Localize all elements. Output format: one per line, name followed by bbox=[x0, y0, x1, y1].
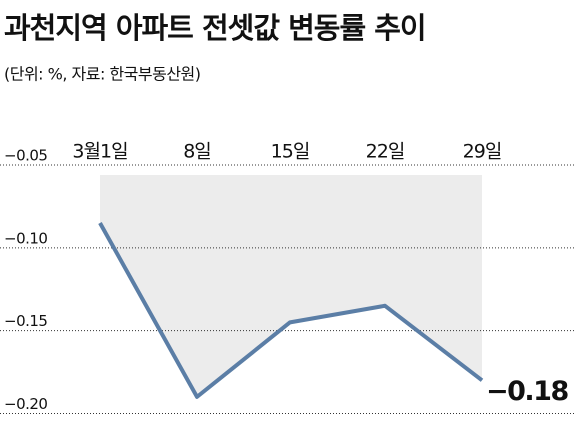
y-tick-label: −0.10 bbox=[4, 229, 47, 247]
x-tick-label: 15일 bbox=[271, 141, 310, 163]
chart-subtitle: (단위: %, 자료: 한국부동산원) bbox=[4, 65, 201, 84]
chart-title: 과천지역 아파트 전셋값 변동률 추이 bbox=[4, 11, 426, 45]
x-tick-label: 3월1일 bbox=[72, 141, 127, 163]
x-tick-label: 29일 bbox=[463, 141, 502, 163]
x-tick-label: 22일 bbox=[366, 141, 405, 163]
y-tick-label: −0.05 bbox=[4, 147, 47, 165]
x-tick-label: 8일 bbox=[183, 141, 211, 163]
area bbox=[100, 175, 482, 397]
y-tick-label: −0.15 bbox=[4, 312, 47, 330]
line bbox=[98, 221, 484, 399]
value-label: −0.18 bbox=[486, 376, 568, 407]
y-tick-label: −0.20 bbox=[4, 395, 47, 413]
